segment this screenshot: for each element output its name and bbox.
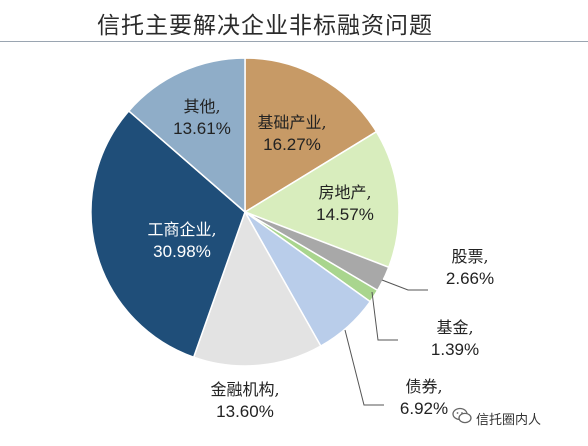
slice-label: 房地产, <box>318 183 371 202</box>
slice-value-label: 13.61% <box>173 119 231 138</box>
slice-label: 其他, <box>183 97 220 116</box>
slice-label: 股票, <box>451 247 488 266</box>
slice-value-label: 14.57% <box>316 205 374 224</box>
pie-slice <box>192 210 322 367</box>
pie-slice <box>90 109 246 359</box>
slice-value-label: 13.60% <box>216 402 274 421</box>
leader-line <box>344 329 384 406</box>
slice-value-label: 1.39% <box>431 340 479 359</box>
pie-slice <box>243 130 400 269</box>
pie-labels: 基础产业, 16.27% 房地产, 14.57% 股票, 2.66% 基金, 1.39% 债券,… <box>147 97 494 421</box>
slice-label: 基金, <box>436 318 473 337</box>
watermark-text: 信托圈内人 <box>476 413 542 428</box>
leader-line <box>381 279 428 291</box>
slice-label: 债券, <box>405 377 442 396</box>
slice-label: 工商企业, <box>147 220 216 239</box>
chart-title: 信托主要解决企业非标融资问题 <box>97 13 433 39</box>
pie-slices <box>90 57 400 367</box>
pie-slice <box>244 57 378 214</box>
slice-label: 金融机构, <box>210 380 279 399</box>
slice-label: 基础产业, <box>257 113 326 132</box>
slice-value-label: 16.27% <box>263 135 321 154</box>
wechat-icon <box>452 407 472 424</box>
slice-value-label: 6.92% <box>400 399 448 418</box>
leader-line <box>371 291 398 341</box>
slice-value-label: 30.98% <box>153 242 211 261</box>
title-divider <box>0 41 588 42</box>
pie-slice <box>127 57 246 214</box>
slice-value-label: 2.66% <box>446 269 494 288</box>
